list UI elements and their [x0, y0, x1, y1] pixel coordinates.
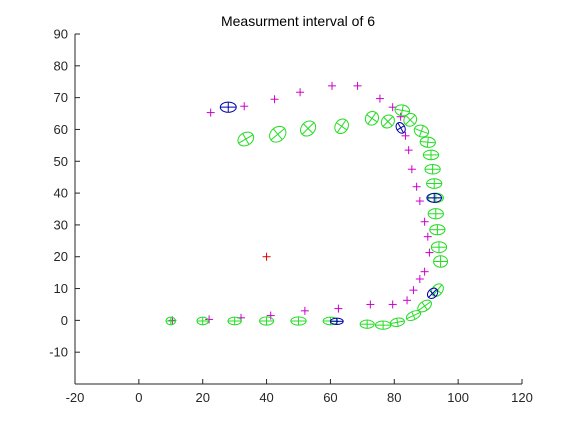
green-covariance-ellipse — [363, 109, 381, 128]
y-tick-label: 40 — [54, 186, 68, 201]
magenta-plus-marker — [416, 275, 424, 283]
x-tick-label: 120 — [511, 390, 533, 405]
green-covariance-ellipse — [405, 309, 422, 323]
green-covariance-ellipse — [427, 179, 442, 189]
green-covariance-ellipse — [360, 320, 374, 328]
magenta-plus-marker — [424, 233, 432, 241]
magenta-plus-marker — [205, 315, 213, 323]
magenta-plus-marker — [421, 218, 429, 226]
green-covariance-ellipse — [390, 317, 405, 328]
green-covariance-ellipse — [228, 317, 241, 325]
magenta-plus-marker — [301, 307, 309, 315]
green-covariance-ellipse — [434, 256, 448, 267]
magenta-plus-marker — [421, 268, 429, 276]
green-covariance-ellipse — [375, 321, 390, 329]
green-covariance-ellipse — [197, 317, 208, 325]
green-covariance-ellipse — [423, 150, 438, 160]
blue-covariance-ellipse — [427, 193, 442, 202]
magenta-plus-marker — [408, 165, 416, 173]
green-covariance-ellipse — [379, 112, 397, 130]
magenta-plus-marker — [403, 296, 411, 304]
x-tick-label: 80 — [387, 390, 401, 405]
green-covariance-ellipse — [430, 225, 445, 235]
magenta-plus-marker — [354, 82, 362, 90]
x-tick-label: 100 — [447, 390, 469, 405]
axes: -20 0 20 40 60 80 100 120 -10 0 10 20 30 40 50 60 70 80 90 — [49, 27, 533, 406]
green-covariance-ellipse — [425, 164, 440, 174]
green-covariance-ellipse — [297, 118, 318, 139]
blue-covariance-ellipse — [425, 286, 439, 300]
y-tick-label: 80 — [54, 58, 68, 73]
green-covariance-ellipse — [428, 209, 443, 219]
magenta-plus-marker — [267, 312, 275, 320]
magenta-plus-marker — [296, 88, 304, 96]
x-tick-label: -20 — [66, 390, 85, 405]
y-tick-label: 90 — [54, 27, 68, 42]
magenta-plus-marker — [240, 102, 248, 110]
y-tick-label: 0 — [61, 313, 68, 328]
magenta-plus-marker — [366, 300, 374, 308]
green-covariance-ellipse — [416, 298, 434, 315]
green-covariance-ellipse — [394, 104, 410, 117]
green-covariance-ellipse — [291, 317, 306, 325]
magenta-plus-marker — [328, 82, 336, 90]
green-covariance-ellipse — [420, 136, 436, 148]
magenta-plus-marker — [389, 300, 397, 308]
y-tick-label: 50 — [54, 154, 68, 169]
green-covariance-ellipse — [235, 129, 256, 148]
green-covariance-ellipse — [260, 317, 274, 325]
blue-covariance-ellipse — [330, 318, 343, 324]
y-tick-label: 20 — [54, 249, 68, 264]
magenta-plus-marker — [376, 95, 384, 103]
x-tick-label: 20 — [195, 390, 209, 405]
green-covariance-ellipse — [332, 116, 351, 136]
y-tick-label: 70 — [54, 90, 68, 105]
x-tick-label: 60 — [323, 390, 337, 405]
data-layer — [166, 82, 448, 329]
magenta-plus-marker — [405, 146, 413, 154]
y-tick-label: 10 — [54, 281, 68, 296]
y-tick-label: 30 — [54, 217, 68, 232]
y-tick-label: 60 — [54, 122, 68, 137]
red-plus-marker — [263, 253, 271, 261]
magenta-plus-marker — [271, 95, 279, 103]
x-tick-label: 40 — [259, 390, 273, 405]
green-covariance-ellipse — [266, 123, 289, 145]
blue-covariance-ellipse — [220, 102, 236, 112]
magenta-plus-marker — [413, 183, 421, 191]
green-covariance-ellipse — [431, 242, 446, 253]
green-covariance-ellipse — [166, 317, 176, 325]
magenta-plus-marker — [334, 305, 342, 313]
chart-title: Measurment interval of 6 — [221, 13, 375, 29]
magenta-plus-marker — [416, 197, 424, 205]
magenta-plus-marker — [409, 286, 417, 294]
y-tick-label: -10 — [49, 345, 68, 360]
magenta-plus-marker — [207, 109, 215, 117]
x-tick-label: 0 — [135, 390, 142, 405]
